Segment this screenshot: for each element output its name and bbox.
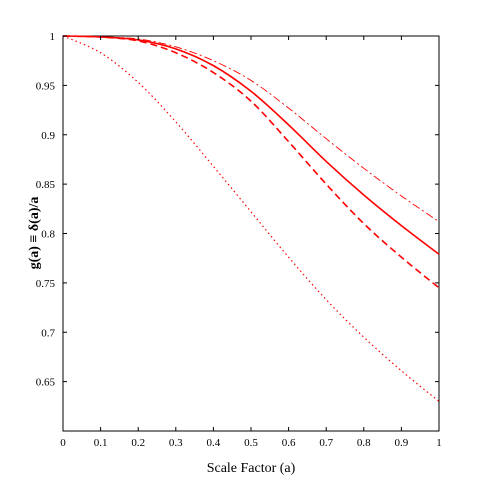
- series-line-dashed: [62, 35, 440, 289]
- plot-frame: [62, 35, 440, 432]
- x-tick-label: 1: [436, 437, 442, 449]
- x-axis-label: Scale Factor (a): [207, 461, 296, 476]
- x-axis: 0 0.1 0.2 0.3 0.4 0.5 0.6 0.7 0.8 0.9 1: [60, 36, 442, 449]
- y-tick-label: 0.75: [36, 278, 56, 290]
- y-tick-label: 0.7: [41, 327, 55, 339]
- x-tick-label: 0: [60, 437, 66, 449]
- x-tick-label: 0.3: [169, 437, 183, 449]
- x-tick-label: 0.2: [131, 437, 145, 449]
- x-tick-label: 0.9: [395, 437, 409, 449]
- y-tick-label: 0.9: [41, 130, 55, 142]
- x-tick-label: 0.4: [207, 437, 221, 449]
- series-line-dashdot: [62, 35, 440, 223]
- series-line-solid: [62, 35, 440, 255]
- x-tick-label: 0.6: [282, 437, 296, 449]
- x-tick-label: 0.5: [244, 437, 258, 449]
- series-group: [62, 35, 440, 402]
- x-tick-label: 0.7: [319, 437, 333, 449]
- y-tick-label: 0.85: [36, 179, 56, 191]
- x-tick-label: 0.8: [357, 437, 371, 449]
- y-tick-label: 0.65: [36, 377, 56, 389]
- y-axis-label: g(a) ≡ δ(a)/a: [27, 197, 42, 270]
- y-tick-label: 1: [50, 31, 56, 43]
- y-axis: 0.65 0.7 0.75 0.8 0.85 0.9 0.95 1: [36, 31, 439, 389]
- y-tick-label: 0.95: [36, 80, 56, 92]
- x-tick-label: 0.1: [94, 437, 108, 449]
- y-tick-label: 0.8: [41, 229, 55, 241]
